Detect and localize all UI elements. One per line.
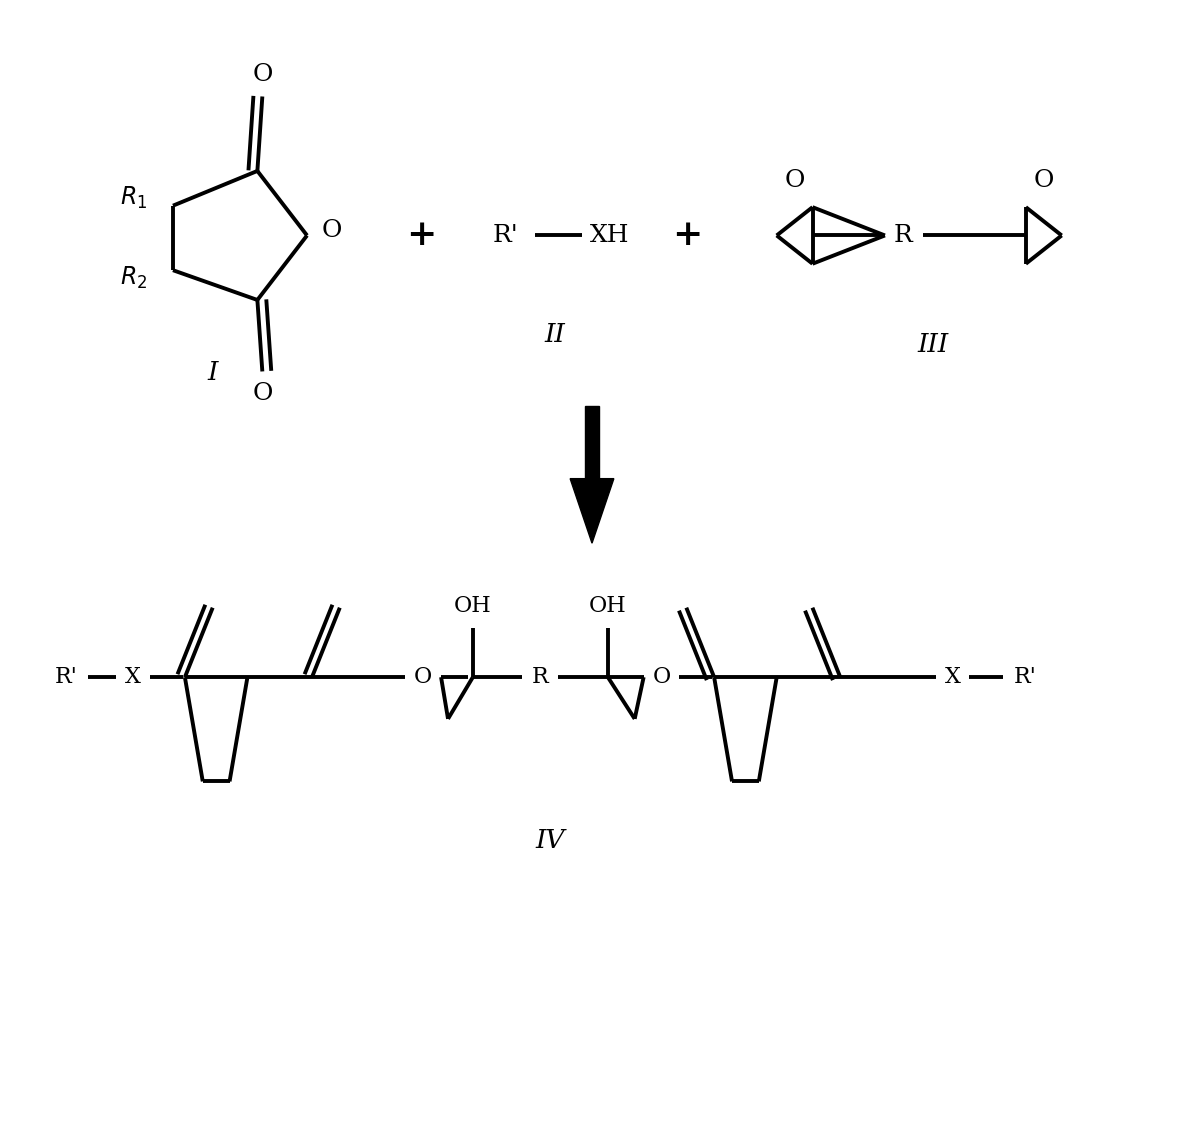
Text: IV: IV xyxy=(536,828,565,853)
Text: II: II xyxy=(545,322,565,347)
Text: R': R' xyxy=(493,224,519,247)
Polygon shape xyxy=(585,407,598,478)
Text: O: O xyxy=(784,169,805,191)
Text: +: + xyxy=(406,219,436,253)
Text: X: X xyxy=(126,666,141,688)
Text: O: O xyxy=(414,666,433,688)
Text: I: I xyxy=(207,360,218,385)
Polygon shape xyxy=(570,478,614,543)
Text: R': R' xyxy=(55,666,77,688)
Text: OH: OH xyxy=(589,595,627,616)
Text: O: O xyxy=(252,63,273,86)
Text: O: O xyxy=(1033,169,1053,191)
Text: R': R' xyxy=(1013,666,1037,688)
Text: $R_1$: $R_1$ xyxy=(120,185,147,211)
Text: R: R xyxy=(532,666,549,688)
Text: XH: XH xyxy=(590,224,629,247)
Text: III: III xyxy=(917,332,948,357)
Text: +: + xyxy=(672,219,703,253)
Text: O: O xyxy=(321,219,342,242)
Text: O: O xyxy=(653,666,671,688)
Text: $R_2$: $R_2$ xyxy=(120,265,147,291)
Text: R: R xyxy=(893,224,912,247)
Text: O: O xyxy=(252,382,273,404)
Text: OH: OH xyxy=(454,595,492,616)
Text: X: X xyxy=(944,666,960,688)
